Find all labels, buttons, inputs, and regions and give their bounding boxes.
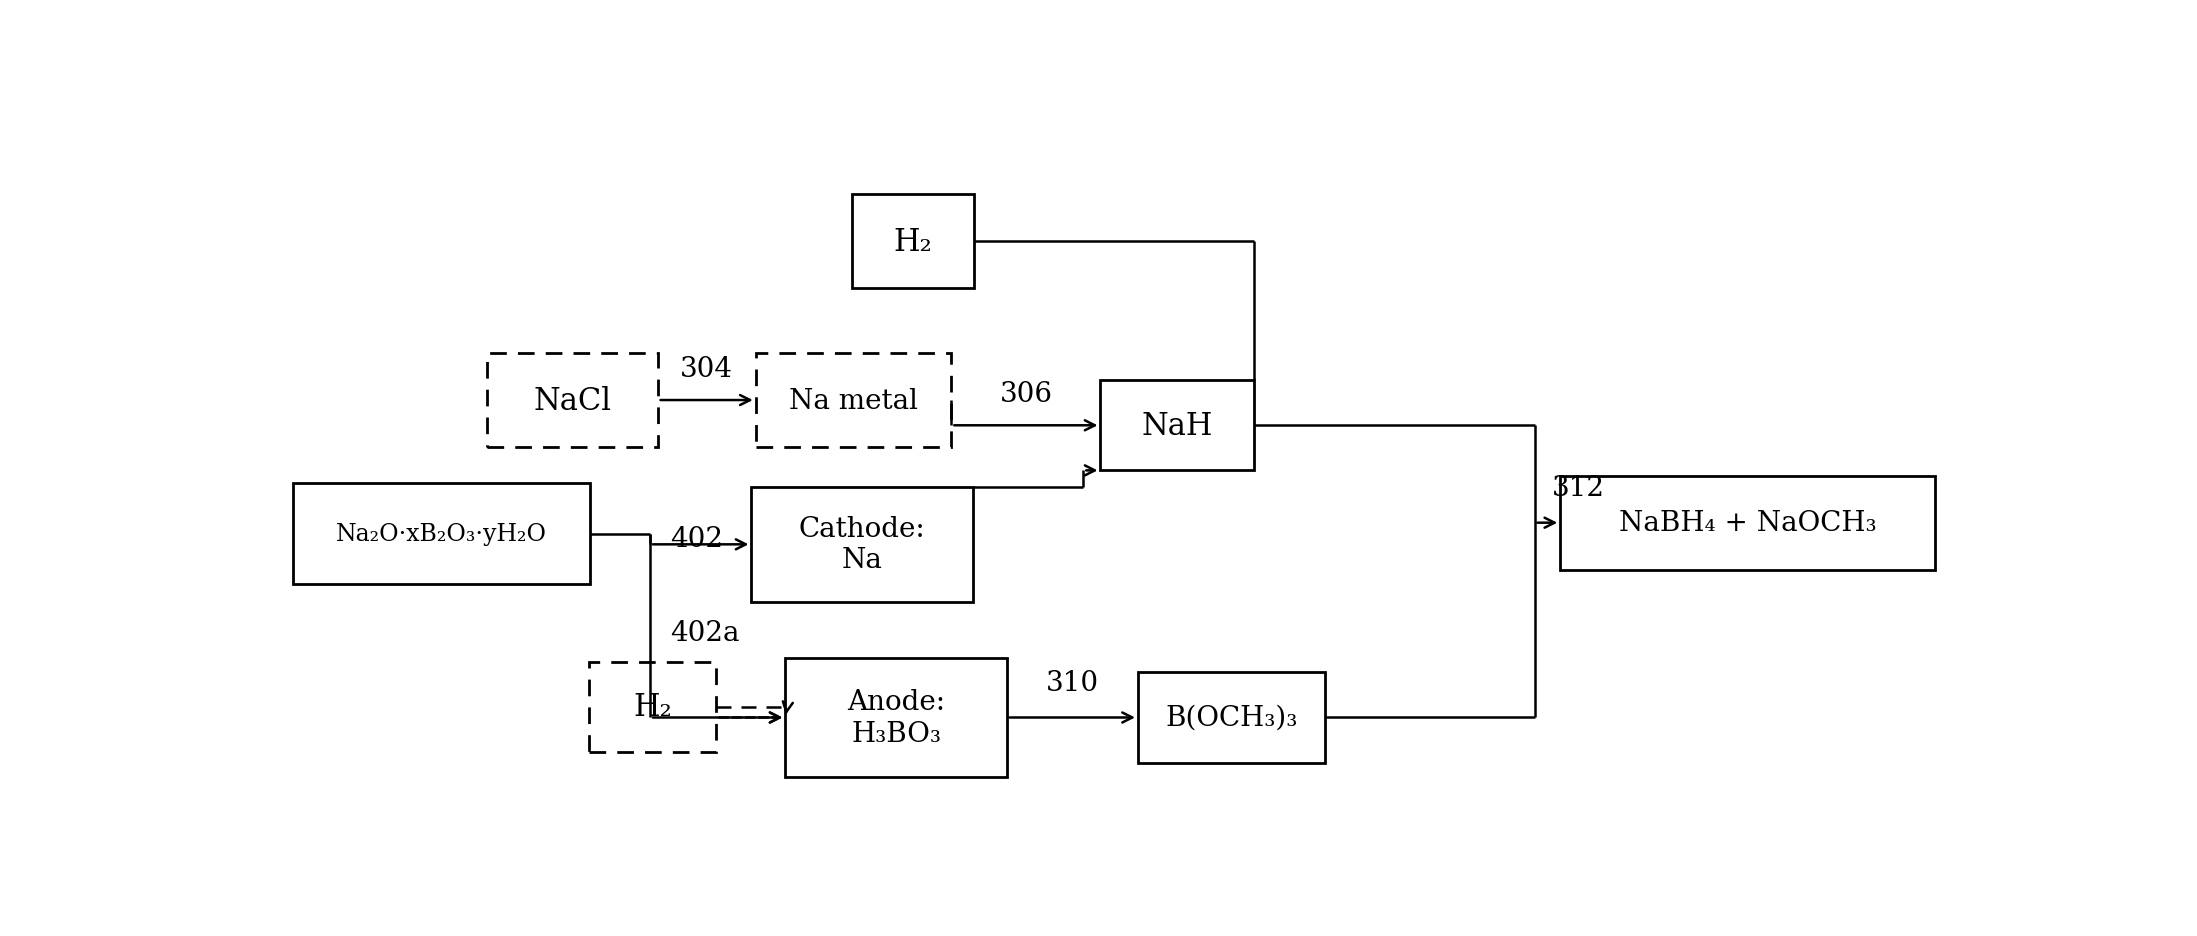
FancyBboxPatch shape — [589, 662, 716, 752]
Text: H₂: H₂ — [633, 692, 672, 723]
Text: Na metal: Na metal — [789, 388, 918, 414]
FancyBboxPatch shape — [756, 354, 951, 447]
FancyBboxPatch shape — [852, 196, 975, 289]
FancyBboxPatch shape — [1101, 381, 1254, 471]
Text: B(OCH₃)₃: B(OCH₃)₃ — [1164, 704, 1298, 731]
Text: 402: 402 — [670, 526, 723, 553]
FancyBboxPatch shape — [1138, 673, 1325, 763]
Text: NaH: NaH — [1142, 410, 1213, 441]
Text: 402a: 402a — [670, 620, 740, 647]
Text: Anode:
H₃BO₃: Anode: H₃BO₃ — [848, 689, 945, 747]
FancyBboxPatch shape — [751, 487, 973, 603]
Text: NaBH₄ + NaOCH₃: NaBH₄ + NaOCH₃ — [1619, 509, 1876, 536]
FancyBboxPatch shape — [292, 484, 591, 584]
FancyBboxPatch shape — [488, 354, 657, 447]
FancyBboxPatch shape — [787, 658, 1006, 777]
Text: 304: 304 — [681, 356, 734, 383]
Text: H₂: H₂ — [894, 227, 932, 257]
Text: 306: 306 — [1000, 381, 1052, 408]
Text: Na₂O·xB₂O₃·yH₂O: Na₂O·xB₂O₃·yH₂O — [336, 522, 547, 546]
Text: Cathode:
Na: Cathode: Na — [800, 516, 925, 574]
Text: 312: 312 — [1551, 475, 1604, 502]
Text: 310: 310 — [1046, 669, 1098, 696]
FancyBboxPatch shape — [1560, 476, 1936, 570]
Text: NaCl: NaCl — [534, 385, 611, 417]
